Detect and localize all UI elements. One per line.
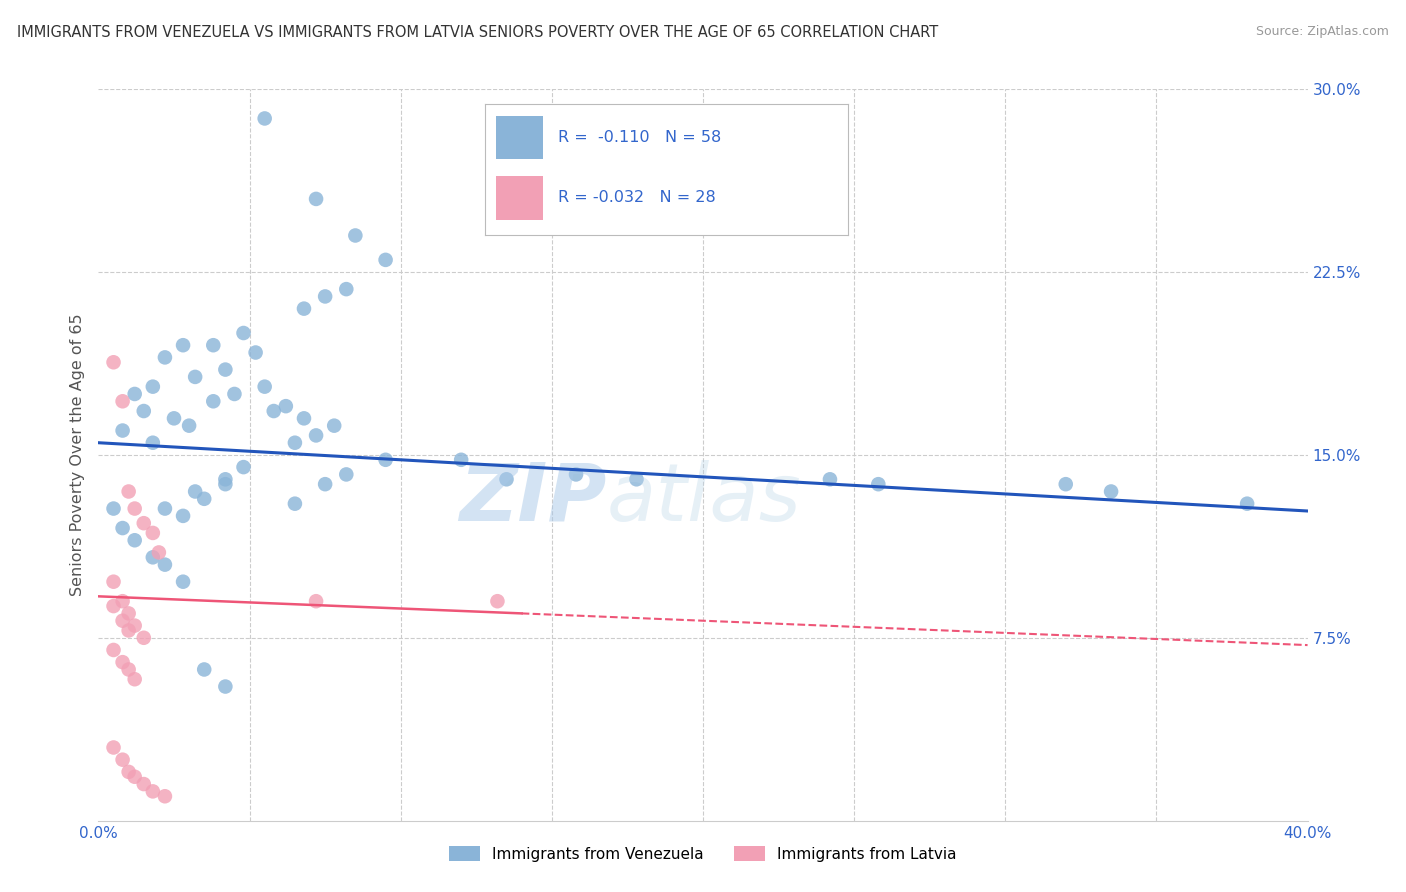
- Point: [263, 404, 285, 418]
- Point: [118, 764, 141, 779]
- Legend: Immigrants from Venezuela, Immigrants from Latvia: Immigrants from Venezuela, Immigrants fr…: [443, 839, 963, 868]
- Point: [111, 655, 134, 669]
- Point: [103, 501, 125, 516]
- Point: [224, 387, 246, 401]
- Point: [172, 508, 194, 523]
- Point: [142, 550, 165, 565]
- Point: [495, 472, 517, 486]
- Point: [202, 338, 225, 352]
- Point: [314, 289, 336, 303]
- Point: [124, 387, 146, 401]
- Point: [305, 594, 328, 608]
- Text: ZIP: ZIP: [458, 459, 606, 538]
- Point: [142, 379, 165, 393]
- Point: [124, 618, 146, 632]
- Point: [172, 338, 194, 352]
- Point: [253, 112, 276, 126]
- Point: [193, 663, 215, 677]
- Point: [118, 663, 141, 677]
- Point: [305, 428, 328, 442]
- Point: [172, 574, 194, 589]
- Point: [214, 362, 236, 376]
- Point: [232, 326, 254, 340]
- Point: [103, 574, 125, 589]
- Point: [335, 282, 357, 296]
- Point: [124, 672, 146, 686]
- Point: [184, 370, 207, 384]
- Point: [450, 452, 472, 467]
- Point: [142, 525, 165, 540]
- Point: [103, 599, 125, 613]
- Point: [1099, 484, 1122, 499]
- Point: [305, 192, 328, 206]
- Point: [142, 435, 165, 450]
- Point: [118, 607, 141, 621]
- Point: [124, 501, 146, 516]
- Point: [374, 252, 396, 267]
- Point: [193, 491, 215, 506]
- Point: [818, 472, 841, 486]
- Point: [344, 228, 367, 243]
- Point: [124, 770, 146, 784]
- Text: Source: ZipAtlas.com: Source: ZipAtlas.com: [1256, 25, 1389, 38]
- Point: [245, 345, 267, 359]
- Point: [132, 516, 155, 531]
- Point: [284, 497, 307, 511]
- Point: [202, 394, 225, 409]
- Point: [153, 501, 176, 516]
- Text: IMMIGRANTS FROM VENEZUELA VS IMMIGRANTS FROM LATVIA SENIORS POVERTY OVER THE AGE: IMMIGRANTS FROM VENEZUELA VS IMMIGRANTS …: [17, 25, 938, 40]
- Point: [124, 533, 146, 548]
- Point: [253, 379, 276, 393]
- Point: [1236, 497, 1258, 511]
- Point: [111, 424, 134, 438]
- Point: [486, 594, 509, 608]
- Point: [142, 784, 165, 798]
- Point: [111, 394, 134, 409]
- Point: [153, 558, 176, 572]
- Point: [232, 460, 254, 475]
- Point: [284, 435, 307, 450]
- Point: [111, 594, 134, 608]
- Point: [111, 521, 134, 535]
- Point: [274, 399, 297, 413]
- Point: [111, 753, 134, 767]
- Point: [103, 740, 125, 755]
- Y-axis label: Seniors Poverty Over the Age of 65: Seniors Poverty Over the Age of 65: [69, 314, 84, 596]
- Point: [103, 355, 125, 369]
- Point: [184, 484, 207, 499]
- Point: [132, 777, 155, 791]
- Point: [868, 477, 890, 491]
- Point: [323, 418, 346, 433]
- Point: [153, 351, 176, 365]
- Point: [214, 472, 236, 486]
- Point: [292, 411, 315, 425]
- Point: [314, 477, 336, 491]
- Point: [132, 404, 155, 418]
- Point: [132, 631, 155, 645]
- Point: [214, 680, 236, 694]
- Point: [153, 789, 176, 804]
- Point: [111, 614, 134, 628]
- Point: [179, 418, 201, 433]
- Point: [626, 472, 648, 486]
- Point: [148, 545, 170, 559]
- Point: [1054, 477, 1077, 491]
- Point: [292, 301, 315, 316]
- Point: [163, 411, 186, 425]
- Point: [103, 643, 125, 657]
- Point: [118, 484, 141, 499]
- Point: [118, 624, 141, 638]
- Point: [374, 452, 396, 467]
- Point: [335, 467, 357, 482]
- Point: [214, 477, 236, 491]
- Point: [565, 467, 588, 482]
- Text: atlas: atlas: [606, 459, 801, 538]
